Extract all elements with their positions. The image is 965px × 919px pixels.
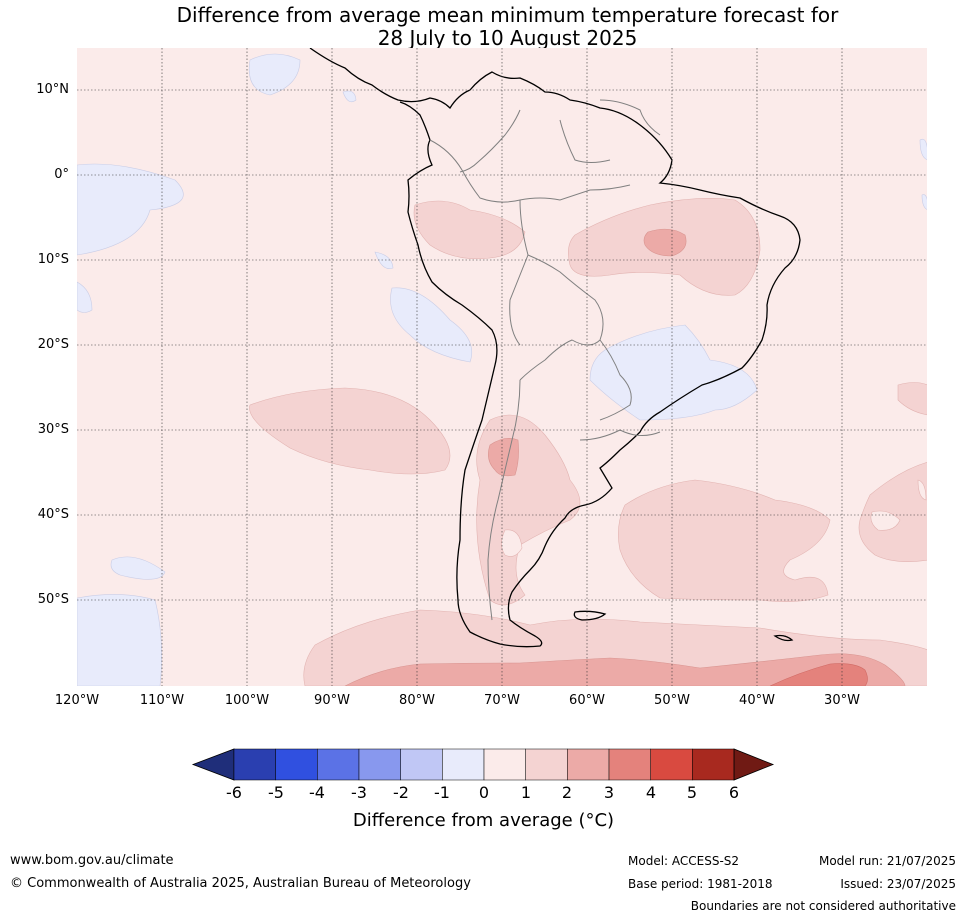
colorbar-tick-m2: -2 <box>393 783 409 802</box>
colorbar-tick-m3: -3 <box>351 783 367 802</box>
lon-label-40w: 40°W <box>739 693 775 708</box>
lon-label-60w: 60°W <box>569 693 605 708</box>
coastline <box>309 48 801 648</box>
colorbar-segment <box>608 748 651 781</box>
colorbar-extend-high <box>733 748 775 781</box>
lat-label-10s: 10°S <box>37 252 69 267</box>
country-borders <box>429 99 661 621</box>
cool-anomaly-regions <box>77 53 927 686</box>
lat-label-30s: 30°S <box>37 422 69 437</box>
website-link[interactable]: www.bom.gov.au/climate <box>10 853 174 868</box>
model-run-date: Model run: 21/07/2025 <box>818 854 956 868</box>
colorbar-tick-6: 6 <box>728 783 740 802</box>
colorbar-tick-2: 2 <box>561 783 573 802</box>
lon-label-70w: 70°W <box>484 693 520 708</box>
colorbar-segment <box>233 748 276 781</box>
colorbar-segment <box>358 748 401 781</box>
lon-label-120w: 120°W <box>54 693 100 708</box>
colorbar-segment <box>442 748 485 781</box>
lat-label-20s: 20°S <box>37 337 69 352</box>
temperature-anomaly-map <box>77 48 927 686</box>
colorbar-segment <box>567 748 610 781</box>
colorbar-tick-m5: -5 <box>268 783 284 802</box>
colorbar <box>191 748 775 781</box>
lat-label-10n: 10°N <box>36 82 69 97</box>
lat-label-0: 0° <box>54 167 69 182</box>
lat-label-40s: 40°S <box>37 507 69 522</box>
title-line-1: Difference from average mean minimum tem… <box>176 3 839 27</box>
lon-label-90w: 90°W <box>314 693 350 708</box>
colorbar-segments <box>191 748 775 781</box>
map-title: Difference from average mean minimum tem… <box>0 4 965 50</box>
colorbar-tick-3: 3 <box>603 783 615 802</box>
lon-label-110w: 110°W <box>139 693 185 708</box>
colorbar-segment <box>525 748 568 781</box>
colorbar-tick-4: 4 <box>645 783 657 802</box>
colorbar-segment <box>483 748 526 781</box>
lon-label-50w: 50°W <box>654 693 690 708</box>
graticule <box>77 48 927 686</box>
colorbar-segment <box>692 748 735 781</box>
strong-warm-region <box>769 663 868 686</box>
colorbar-label: Difference from average (°C) <box>352 810 615 831</box>
colorbar-segment <box>650 748 693 781</box>
model-name: Model: ACCESS-S2 <box>628 854 740 868</box>
colorbar-tick-0: 0 <box>478 783 490 802</box>
moderate-warm-regions <box>344 228 906 686</box>
colorbar-extend-low <box>191 748 235 781</box>
colorbar-segment <box>400 748 443 781</box>
boundaries-disclaimer: Boundaries are not considered authoritat… <box>690 899 956 913</box>
colorbar-tick-5: 5 <box>686 783 698 802</box>
title-line-2: 28 July to 10 August 2025 <box>377 26 638 50</box>
lon-label-80w: 80°W <box>399 693 435 708</box>
colorbar-segment <box>317 748 360 781</box>
colorbar-tick-m1: -1 <box>434 783 450 802</box>
neutral-pockets <box>501 479 927 557</box>
copyright-notice: © Commonwealth of Australia 2025, Austra… <box>10 876 471 891</box>
lat-label-50s: 50°S <box>37 592 69 607</box>
lon-label-100w: 100°W <box>224 693 270 708</box>
issued-date: Issued: 23/07/2025 <box>840 877 956 891</box>
colorbar-tick-m6: -6 <box>226 783 242 802</box>
lon-label-30w: 30°W <box>824 693 860 708</box>
base-period: Base period: 1981-2018 <box>628 877 773 891</box>
colorbar-tick-m4: -4 <box>309 783 325 802</box>
colorbar-tick-1: 1 <box>520 783 532 802</box>
colorbar-segment <box>275 748 318 781</box>
